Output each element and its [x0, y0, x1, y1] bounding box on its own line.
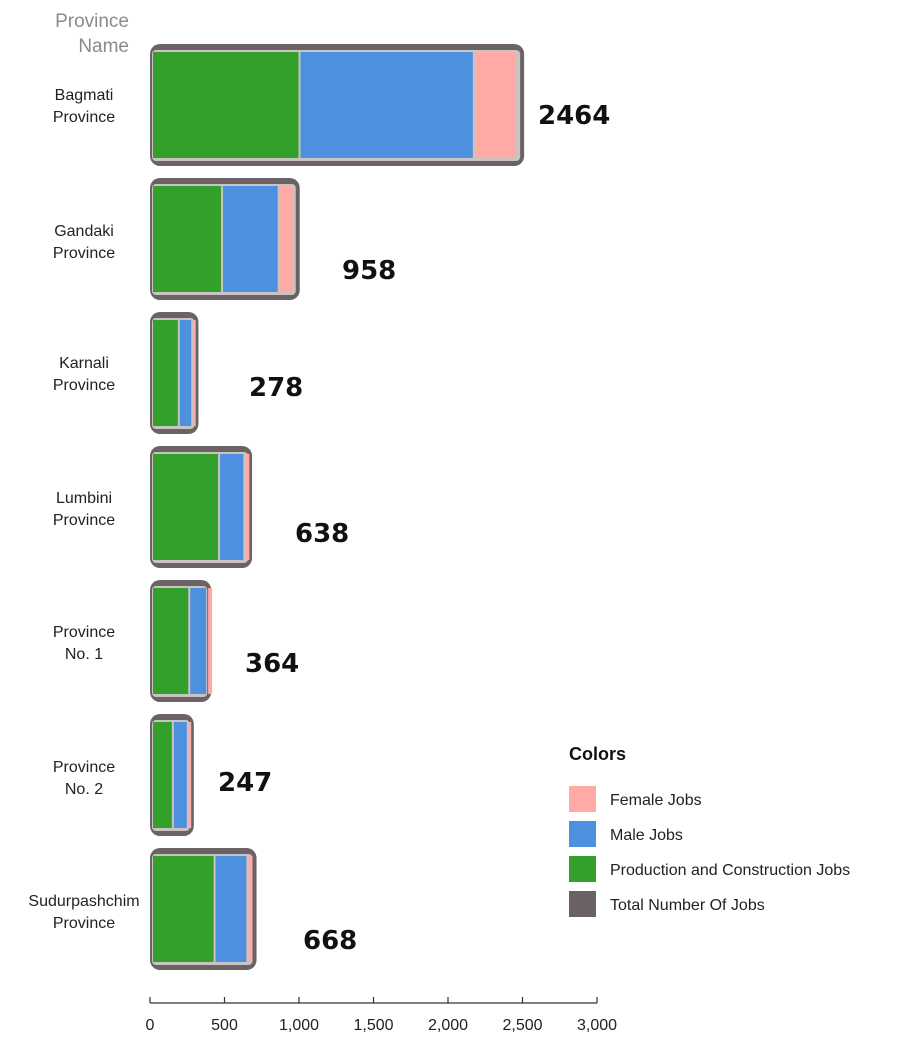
y-axis-title: Province Name: [55, 11, 129, 57]
production-jobs-segment: [153, 186, 222, 292]
male-jobs-segment: [173, 722, 187, 828]
province-label: Gandaki: [54, 223, 114, 240]
x-tick-label: 1,500: [353, 1017, 393, 1034]
x-tick-label: 500: [211, 1017, 238, 1034]
female-jobs-segment: [245, 454, 250, 560]
female-jobs-segment: [248, 856, 253, 962]
y-axis-title-line: Province: [55, 11, 129, 32]
male-jobs-segment: [223, 186, 278, 292]
total-jobs-label: 958: [342, 256, 396, 286]
province-label: Sudurpashchim: [28, 893, 139, 910]
legend-swatch: [569, 891, 596, 917]
province-label: Province: [53, 759, 115, 776]
legend-swatch: [569, 821, 596, 847]
legend-swatch: [569, 786, 596, 812]
production-jobs-segment: [153, 856, 214, 962]
legend-label: Production and Construction Jobs: [610, 862, 850, 879]
female-jobs-segment: [188, 722, 192, 828]
total-jobs-label: 2464: [538, 101, 610, 131]
legend-label: Male Jobs: [610, 827, 683, 844]
total-jobs-label: 247: [218, 768, 272, 798]
province-label: Province: [53, 512, 115, 529]
province-label: Karnali: [59, 355, 109, 372]
male-jobs-segment: [220, 454, 244, 560]
province-label: No. 2: [65, 781, 103, 798]
y-axis-title-line: Name: [78, 36, 129, 57]
production-jobs-segment: [153, 454, 219, 560]
x-tick-label: 2,000: [428, 1017, 468, 1034]
male-jobs-segment: [215, 856, 247, 962]
production-jobs-segment: [153, 52, 299, 158]
x-tick-label: 2,500: [502, 1017, 542, 1034]
legend-label: Female Jobs: [610, 792, 702, 809]
province-label: No. 1: [65, 646, 103, 663]
total-jobs-label: 638: [295, 519, 349, 549]
female-jobs-segment: [193, 320, 196, 426]
total-jobs-label: 278: [249, 373, 303, 403]
male-jobs-segment: [190, 588, 207, 694]
production-jobs-segment: [153, 320, 178, 426]
x-tick-label: 0: [146, 1017, 155, 1034]
male-jobs-segment: [300, 52, 473, 158]
female-jobs-segment: [474, 52, 517, 158]
total-jobs-label: 364: [245, 649, 299, 679]
male-jobs-segment: [179, 320, 192, 426]
bars: Bagmati Province 2464 Gandaki Province 958 Kar…: [28, 44, 610, 970]
production-jobs-segment: [153, 588, 189, 694]
legend: Colors Female Jobs Male Jobs Production an…: [569, 744, 850, 917]
female-jobs-segment: [279, 186, 293, 292]
x-tick-label: 1,000: [279, 1017, 319, 1034]
female-jobs-segment: [208, 588, 213, 694]
legend-title: Colors: [569, 744, 626, 764]
production-jobs-segment: [153, 722, 172, 828]
province-label: Province: [53, 915, 115, 932]
province-label: Province: [53, 245, 115, 262]
province-label: Province: [53, 377, 115, 394]
legend-swatch: [569, 856, 596, 882]
x-axis: 0 500 1,000 1,500 2,000 2,500 3,000: [146, 997, 617, 1034]
province-label: Province: [53, 624, 115, 641]
province-label: Lumbini: [56, 490, 112, 507]
province-label: Bagmati: [55, 87, 114, 104]
province-label: Province: [53, 109, 115, 126]
x-tick-label: 3,000: [577, 1017, 617, 1034]
legend-label: Total Number Of Jobs: [610, 897, 765, 914]
total-jobs-label: 668: [303, 926, 357, 956]
